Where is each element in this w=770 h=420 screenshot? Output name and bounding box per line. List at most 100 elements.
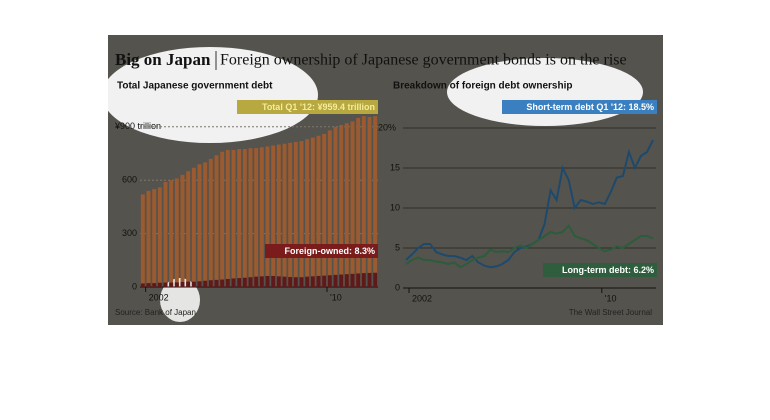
annotation-box — [543, 263, 657, 277]
bar — [344, 123, 349, 288]
bar — [152, 189, 157, 287]
bar — [322, 133, 327, 287]
bar — [282, 276, 287, 287]
bar — [169, 282, 174, 287]
y-tick-label: 600 — [122, 175, 137, 185]
bar — [237, 149, 242, 287]
bar — [305, 139, 310, 287]
y-tick-label: 0 — [132, 281, 137, 291]
bar — [157, 187, 162, 287]
bar — [322, 275, 327, 287]
bar — [225, 149, 230, 287]
y-tick-label: 5 — [395, 242, 400, 252]
bar — [288, 142, 293, 287]
bar — [299, 141, 304, 287]
bar — [350, 121, 355, 288]
highlight-blob — [160, 278, 200, 322]
bar — [333, 126, 338, 287]
bar — [248, 277, 253, 287]
bar — [276, 276, 281, 287]
bar — [316, 275, 321, 287]
annotation-box — [502, 100, 657, 114]
bar — [299, 277, 304, 287]
right-chart-title: Breakdown of foreign debt ownership — [393, 81, 572, 92]
bar — [203, 280, 208, 287]
bar — [288, 277, 293, 287]
bar — [350, 273, 355, 287]
bar — [157, 282, 162, 287]
bar — [231, 278, 236, 287]
bar — [180, 282, 185, 287]
bar — [373, 116, 378, 287]
bar — [367, 117, 372, 287]
bar — [356, 273, 361, 287]
x-tick-label: '10 — [605, 293, 617, 303]
bar — [333, 274, 338, 287]
bar — [208, 158, 213, 287]
bar — [140, 283, 145, 287]
bar — [293, 277, 298, 287]
bar — [174, 178, 179, 287]
bar — [356, 117, 361, 288]
bar — [271, 275, 276, 287]
bar — [214, 279, 219, 287]
bar — [344, 274, 349, 287]
bar — [254, 276, 259, 287]
subtitle: Foreign ownership of Japanese government… — [220, 52, 627, 69]
bar — [310, 276, 315, 287]
bar — [361, 273, 366, 287]
line-series — [405, 223, 654, 269]
bar — [259, 147, 264, 287]
bar — [186, 281, 191, 287]
bar — [191, 281, 196, 287]
annotation: Long-term debt: 6.2% — [562, 265, 654, 275]
left-chart-title: Total Japanese government debt — [117, 81, 273, 92]
bar — [237, 278, 242, 287]
bar — [327, 275, 332, 287]
y-tick-label: ¥900 trillion — [114, 121, 161, 131]
bar — [220, 279, 225, 287]
x-tick-label: '10 — [330, 292, 342, 302]
bar — [254, 148, 259, 287]
bar — [248, 148, 253, 287]
y-tick-label: 20% — [378, 122, 396, 132]
bar — [225, 278, 230, 287]
bar — [265, 275, 270, 287]
highlight-blob — [102, 47, 318, 143]
bar — [327, 130, 332, 287]
annotation-box — [265, 244, 378, 258]
y-tick-label: 0 — [395, 282, 400, 292]
credit: The Wall Street Journal — [569, 308, 653, 317]
bar — [242, 277, 247, 287]
bar — [242, 149, 247, 287]
annotation: Foreign-owned: 8.3% — [284, 246, 375, 256]
bar — [231, 149, 236, 287]
bar — [367, 272, 372, 287]
bar — [214, 155, 219, 287]
bar — [146, 283, 151, 287]
title: Big on Japan — [115, 50, 211, 69]
y-tick-label: 15 — [390, 162, 400, 172]
bar — [152, 283, 157, 287]
bar — [282, 143, 287, 287]
bar — [339, 274, 344, 287]
bar — [180, 174, 185, 287]
bar — [140, 194, 145, 287]
bar — [316, 135, 321, 287]
bar — [305, 276, 310, 287]
bar — [146, 190, 151, 287]
annotation: Total Q1 '12: ¥959.4 trillion — [262, 102, 375, 112]
bar — [220, 151, 225, 287]
bar — [208, 280, 213, 287]
bar — [339, 125, 344, 288]
y-tick-label: 10 — [390, 202, 400, 212]
bar — [265, 146, 270, 287]
bar — [361, 116, 366, 288]
bar — [169, 180, 174, 287]
bar — [373, 272, 378, 287]
bar — [293, 141, 298, 287]
bar — [163, 282, 168, 287]
bar — [191, 167, 196, 287]
bar — [174, 282, 179, 287]
